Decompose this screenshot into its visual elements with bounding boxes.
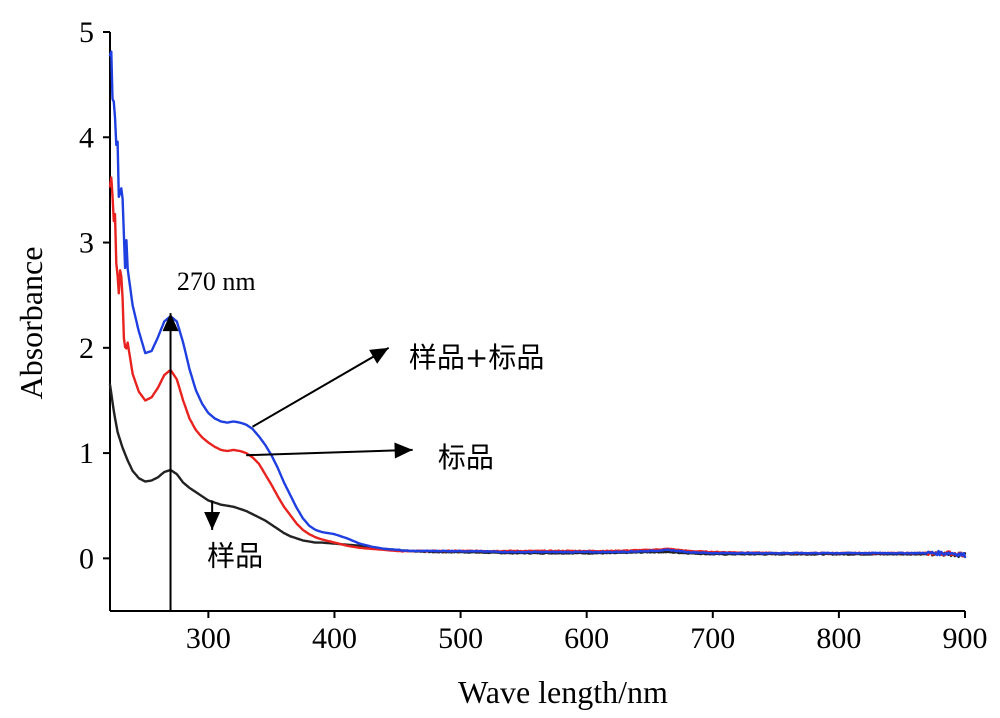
y-axis-title: Absorbance: [13, 247, 49, 400]
x-tick-label: 600: [564, 622, 609, 655]
tick-group: 0 1 2 3 4 5 300 400 500 600 700 800 900: [79, 16, 988, 655]
y-tick-label: 2: [79, 332, 94, 365]
arrow-sample-plus-standard-line: [251, 346, 390, 428]
x-tick-label: 400: [312, 622, 357, 655]
axes: [109, 32, 965, 612]
y-tick-label: 0: [79, 542, 94, 575]
arrow-standard-line: [246, 448, 413, 457]
series-group: [108, 50, 967, 559]
x-tick-label: 500: [438, 622, 483, 655]
annotation-sample: 样品: [207, 540, 263, 573]
annotation-270nm: 270 nm: [177, 267, 256, 296]
x-tick-label: 800: [816, 622, 861, 655]
arrow-270nm-head: [162, 313, 179, 332]
arrow-standard-head: [394, 442, 413, 459]
annotation-standard: 标品: [438, 441, 494, 474]
series-line-sample-plus-standard: [108, 50, 967, 559]
arrow-sample-head: [204, 511, 221, 530]
y-tick-label: 5: [79, 16, 94, 49]
x-tick-label: 900: [943, 622, 988, 655]
y-tick-label: 3: [79, 227, 94, 260]
x-tick-label: 300: [186, 622, 231, 655]
x-tick-label: 700: [690, 622, 735, 655]
annotation-sample-plus-standard: 样品+标品: [409, 341, 544, 374]
arrow-sample-plus-standard-head: [369, 347, 389, 364]
y-tick-label: 4: [79, 121, 94, 154]
x-axis-title: Wave length/nm: [458, 674, 668, 710]
series-line-sample: [108, 383, 967, 558]
y-tick-label: 1: [79, 437, 94, 470]
